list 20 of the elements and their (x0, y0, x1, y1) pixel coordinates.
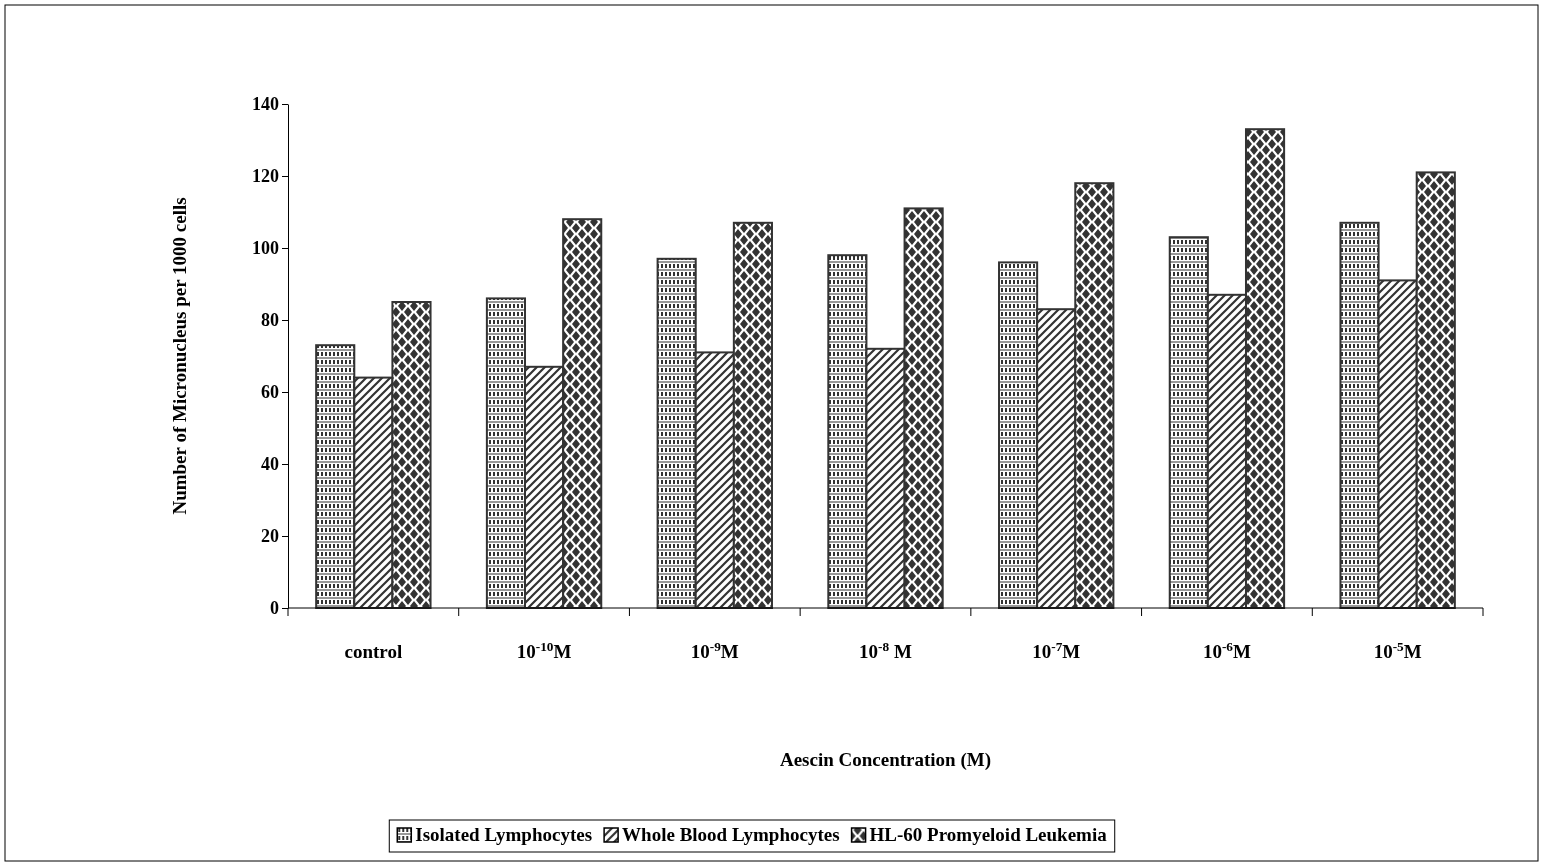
legend-label: HL-60 Promyeloid Leukemia (869, 824, 1108, 845)
x-tick-label: control (344, 641, 403, 662)
y-tick-label: 20 (261, 526, 279, 547)
y-tick-label: 80 (261, 310, 279, 331)
y-axis-title: Number of Micronucleus per 1000 cells (169, 197, 190, 515)
x-tick-label: 10$^{-6}$M (1202, 638, 1251, 662)
legend-label: Whole Blood Lymphocytes (622, 824, 840, 845)
y-tick-label: 60 (261, 382, 279, 403)
x-tick-label: 10$^{-5}$M (1373, 638, 1422, 662)
legend-label: Isolated Lymphocytes (415, 824, 593, 845)
x-tick-label: 10$^{-7}$M (1032, 638, 1081, 662)
x-axis-title: Aescin Concentration (M) (779, 749, 992, 771)
y-tick-label: 140 (252, 94, 279, 115)
y-tick-label: 0 (270, 598, 279, 619)
x-tick-label: 10$^{-8}$ M (859, 638, 912, 662)
y-tick-label: 120 (252, 166, 279, 187)
y-tick-label: 40 (261, 454, 279, 475)
y-tick-label: 100 (252, 238, 279, 259)
x-tick-label: 10$^{-9}$M (690, 638, 739, 662)
x-tick-label: 10$^{-10}$M (516, 638, 572, 662)
